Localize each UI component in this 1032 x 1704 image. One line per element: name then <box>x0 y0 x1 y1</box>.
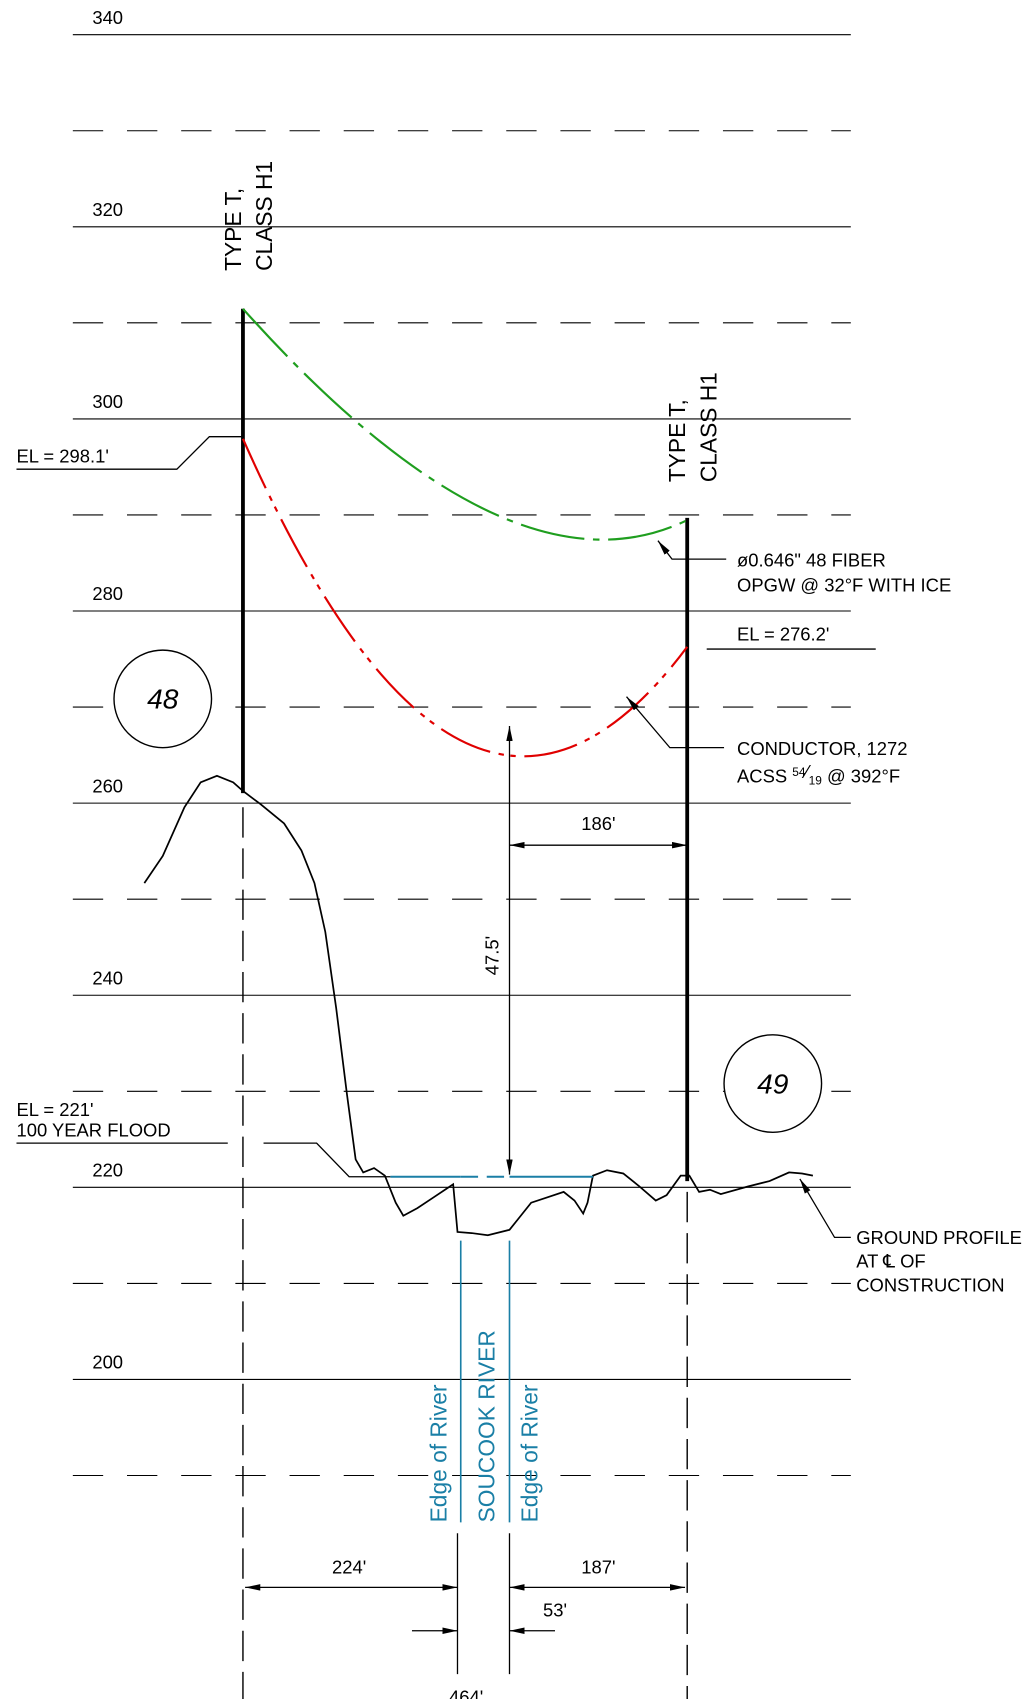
callout: EL = 221' <box>16 1099 93 1120</box>
callout: EL = 298.1' <box>16 446 108 467</box>
structure-bubble <box>723 1034 823 1134</box>
leader <box>657 540 727 560</box>
leader <box>799 1178 851 1239</box>
callout: CONDUCTOR, 1272 <box>737 738 907 759</box>
elevation-label: 340 <box>92 7 123 28</box>
tower-type: TYPE T, <box>220 188 246 271</box>
tower-type: TYPE T, <box>664 399 690 482</box>
dimension-label: 224' <box>332 1556 366 1577</box>
structure-number: 48 <box>147 683 179 715</box>
river-label: SOUCOOK RIVER <box>473 1330 499 1522</box>
opgw-wire <box>242 308 688 541</box>
conductor-wire <box>241 438 689 758</box>
tower-class: CLASS H1 <box>251 161 277 271</box>
dimension-label: 53' <box>543 1600 567 1621</box>
callout: OPGW @ 32°F WITH ICE <box>737 575 951 596</box>
callout: AT ℄ OF <box>856 1251 925 1272</box>
callout: ACSS <box>737 765 787 786</box>
leader <box>626 696 725 749</box>
elevation-label: 280 <box>92 583 123 604</box>
elevation-label: 300 <box>92 391 123 412</box>
callout: CONSTRUCTION <box>856 1275 1004 1296</box>
structure-bubble <box>113 649 213 749</box>
elevation-label: 200 <box>92 1352 123 1373</box>
elevation-label: 220 <box>92 1160 123 1181</box>
callout: 19 <box>809 773 823 787</box>
ground-profile <box>143 774 814 1237</box>
callout: ACSS 54⁄19 @ 392°F <box>737 761 900 788</box>
elevation-grid: 340 320 300 280 260 240 220 200 <box>72 7 851 1477</box>
callout: 100 YEAR FLOOD <box>16 1120 170 1141</box>
structure-number: 49 <box>757 1067 789 1099</box>
river-label: Edge of River <box>517 1384 543 1522</box>
callout: ø0.646" 48 FIBER <box>737 550 886 571</box>
tower-class: CLASS H1 <box>695 372 721 482</box>
elevation-label: 260 <box>92 775 123 796</box>
dimension-label: 47.5' <box>482 936 503 975</box>
elevation-label: 320 <box>92 199 123 220</box>
leader <box>16 436 243 470</box>
leader <box>263 1142 391 1178</box>
callout: @ 392°F <box>827 765 900 786</box>
river-label: Edge of River <box>426 1384 452 1522</box>
dimension-label: 464' <box>449 1686 483 1699</box>
callout: GROUND PROFILE <box>856 1227 1022 1248</box>
dimension-label: 187' <box>581 1556 615 1577</box>
callout: EL = 276.2' <box>737 623 829 644</box>
callout: 54 <box>792 765 806 779</box>
dimension-label: 186' <box>581 813 615 834</box>
elevation-label: 240 <box>92 967 123 988</box>
